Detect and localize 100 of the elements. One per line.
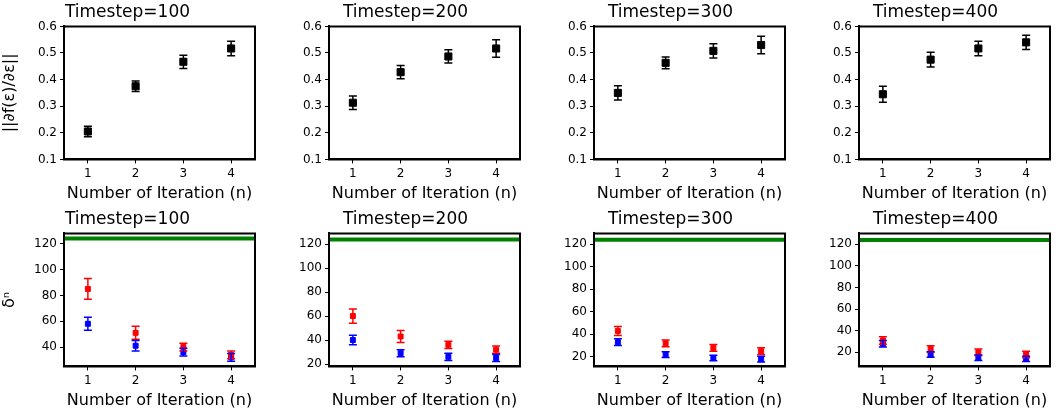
chart-title: Timestep=300	[606, 0, 734, 21]
y-tick-label: 120	[829, 236, 852, 251]
y-tick-label: 60	[836, 301, 852, 316]
y-tick-label: 20	[306, 356, 322, 371]
y-tick-label: 100	[34, 261, 57, 276]
x-tick-label: 3	[444, 372, 453, 387]
x-tick-label: 3	[709, 165, 718, 180]
x-tick-label: 4	[1022, 372, 1030, 387]
y-tick-label: 20	[571, 348, 587, 363]
x-tick-label: 2	[131, 165, 140, 180]
x-tick-label: 1	[879, 165, 887, 180]
y-tick-label: 0.2	[37, 124, 57, 139]
y-tick-label: 0.4	[302, 71, 322, 86]
x-axis-title: Number of Iteration (n)	[596, 182, 783, 202]
point	[926, 55, 935, 64]
y-tick-label: 60	[571, 303, 587, 318]
x-tick-label: 1	[614, 165, 622, 180]
point	[709, 46, 718, 55]
x-tick-label: 3	[709, 372, 718, 387]
y-tick-label: 80	[306, 284, 322, 299]
x-axis-title: Number of Iteration (n)	[596, 389, 783, 409]
y-tick-label: 0.1	[302, 151, 322, 166]
y-tick-label: 0.1	[567, 151, 587, 166]
y-tick-label: 40	[41, 339, 57, 354]
x-tick-label: 3	[974, 165, 983, 180]
x-tick-label: 1	[349, 165, 357, 180]
x-tick-label: 3	[444, 165, 453, 180]
x-tick-label: 4	[1022, 165, 1030, 180]
y-tick-label: 0.5	[37, 45, 57, 60]
y-axis-title: δⁿ	[0, 291, 18, 308]
x-tick-label: 2	[396, 372, 405, 387]
chart-title: Timestep=300	[606, 207, 734, 228]
x-axis-title: Number of Iteration (n)	[331, 182, 518, 202]
x-tick-label: 1	[879, 372, 887, 387]
x-tick-label: 1	[84, 372, 92, 387]
y-tick-label: 0.6	[37, 18, 57, 33]
y-tick-label: 0.6	[832, 18, 852, 33]
y-tick-label: 40	[306, 332, 322, 347]
chart-title: Timestep=400	[871, 0, 999, 21]
y-tick-label: 120	[299, 236, 322, 251]
y-tick-label: 0.3	[567, 98, 587, 113]
x-tick-label: 1	[349, 372, 357, 387]
y-tick-label: 0.4	[832, 71, 852, 86]
x-tick-label: 1	[84, 165, 92, 180]
y-tick-label: 0.6	[302, 18, 322, 33]
x-tick-label: 4	[492, 372, 500, 387]
y-tick-label: 100	[299, 260, 322, 275]
y-tick-label: 0.1	[832, 151, 852, 166]
y-tick-label: 40	[571, 326, 587, 341]
y-tick-label: 100	[564, 258, 587, 273]
x-tick-label: 3	[179, 165, 188, 180]
x-tick-label: 4	[492, 165, 500, 180]
x-axis-title: Number of Iteration (n)	[331, 389, 518, 409]
y-tick-label: 0.4	[567, 71, 587, 86]
y-tick-label: 0.6	[567, 18, 587, 33]
x-tick-label: 4	[227, 165, 235, 180]
chart-title: Timestep=200	[341, 0, 469, 21]
x-axis-title: Number of Iteration (n)	[66, 182, 253, 202]
x-tick-label: 2	[396, 165, 405, 180]
chart-title: Timestep=100	[63, 207, 191, 228]
x-tick-label: 4	[757, 165, 765, 180]
y-tick-label: 20	[836, 344, 852, 359]
y-tick-label: 80	[41, 287, 57, 302]
x-tick-label: 2	[131, 372, 140, 387]
y-tick-label: 0.5	[567, 45, 587, 60]
point	[974, 44, 983, 53]
x-tick-label: 3	[179, 372, 188, 387]
x-axis-title: Number of Iteration (n)	[66, 389, 253, 409]
y-tick-label: 60	[306, 308, 322, 323]
x-tick-label: 2	[661, 165, 670, 180]
y-tick-label: 80	[836, 279, 852, 294]
y-tick-label: 0.3	[37, 98, 57, 113]
x-axis-title: Number of Iteration (n)	[861, 182, 1048, 202]
y-tick-label: 0.3	[832, 98, 852, 113]
y-tick-label: 0.2	[567, 124, 587, 139]
x-tick-label: 4	[757, 372, 765, 387]
x-tick-label: 2	[926, 372, 935, 387]
y-tick-label: 80	[571, 281, 587, 296]
y-tick-label: 0.5	[832, 45, 852, 60]
y-tick-label: 120	[564, 236, 587, 251]
y-tick-label: 120	[34, 235, 57, 250]
y-tick-label: 0.2	[302, 124, 322, 139]
x-tick-label: 1	[614, 372, 622, 387]
y-tick-label: 60	[41, 313, 57, 328]
y-tick-label: 0.3	[302, 98, 322, 113]
x-tick-label: 2	[926, 165, 935, 180]
chart-title: Timestep=400	[871, 207, 999, 228]
y-tick-label: 0.1	[37, 151, 57, 166]
chart-title: Timestep=100	[63, 0, 191, 21]
x-tick-label: 4	[227, 372, 235, 387]
y-tick-label: 40	[836, 322, 852, 337]
x-tick-label: 2	[661, 372, 670, 387]
y-tick-label: 0.2	[832, 124, 852, 139]
y-tick-label: 100	[829, 257, 852, 272]
y-axis-title: ||∂f(ε)/∂ε||	[0, 53, 18, 133]
y-tick-label: 0.5	[302, 45, 322, 60]
y-tick-label: 0.4	[37, 71, 57, 86]
x-axis-title: Number of Iteration (n)	[861, 389, 1048, 409]
chart-title: Timestep=200	[341, 207, 469, 228]
x-tick-label: 3	[974, 372, 983, 387]
